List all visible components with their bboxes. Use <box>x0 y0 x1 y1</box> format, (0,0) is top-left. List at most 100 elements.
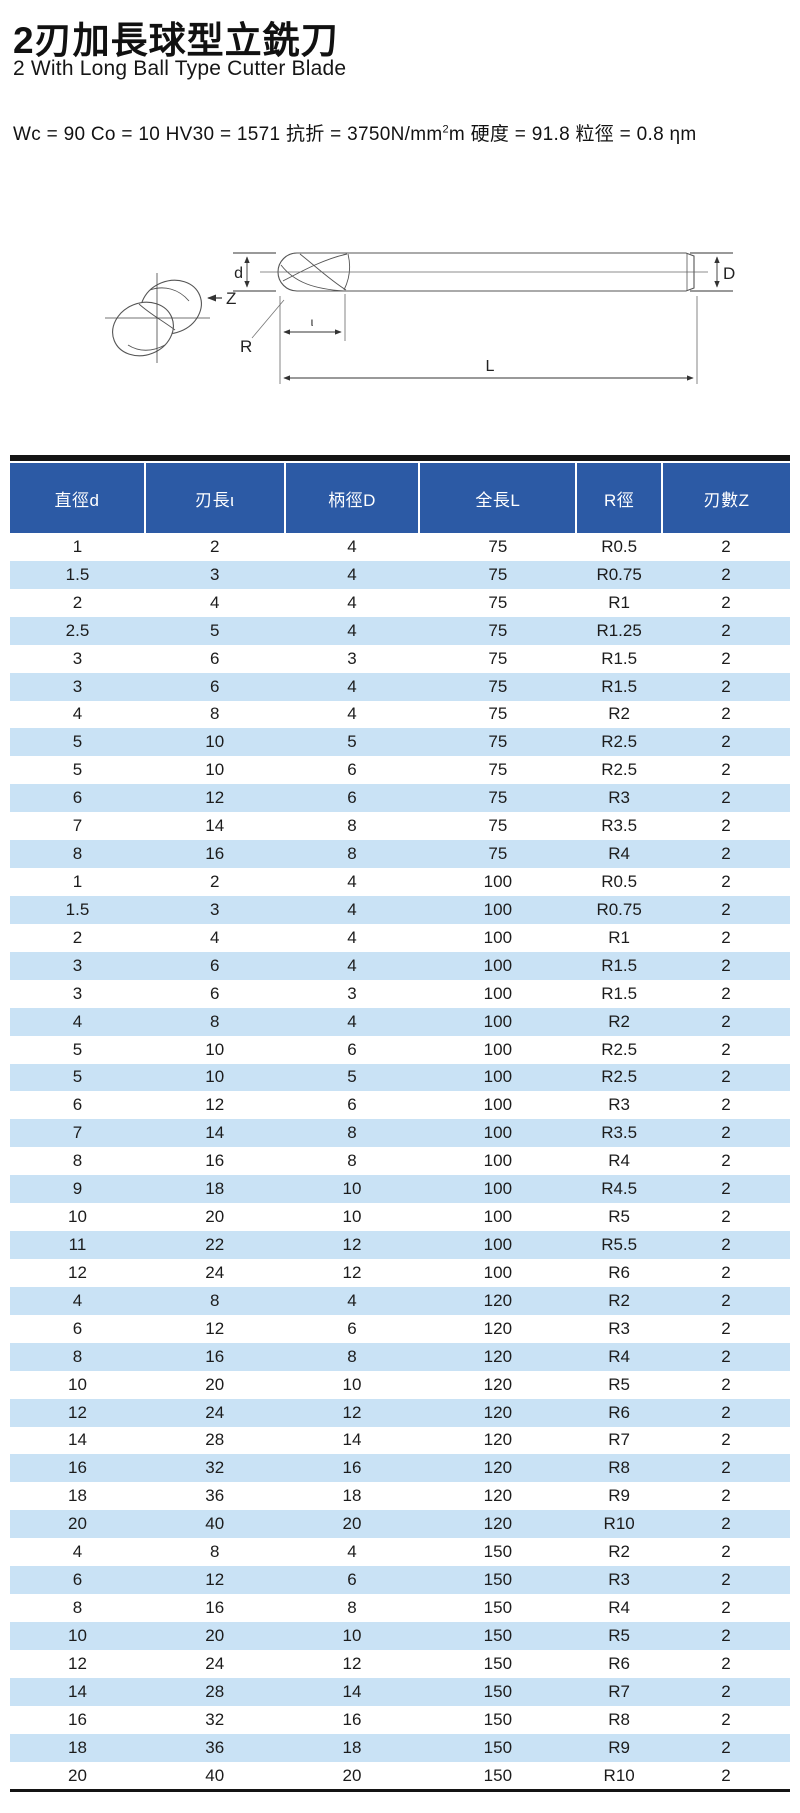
table-cell: 16 <box>205 1151 225 1171</box>
table-cell: 75 <box>488 732 508 752</box>
table-cell: R3.5 <box>601 816 638 836</box>
table-cell: 6 <box>347 1570 357 1590</box>
table-cell: 4 <box>347 1542 357 1562</box>
table-header-row: 直徑d 刃長ι 柄徑D 全長L R徑 刃數Z <box>10 463 790 533</box>
table-cell: 100 <box>483 1179 513 1199</box>
table-cell: R10 <box>603 1765 635 1785</box>
table-cell: R2.5 <box>601 732 638 752</box>
table-cell: 100 <box>483 1011 513 1031</box>
column-header: 柄徑D <box>284 463 421 533</box>
column-header: 全長L <box>419 463 578 533</box>
table-cell: 75 <box>488 648 508 668</box>
table-cell: 75 <box>488 592 508 612</box>
table-cell: 75 <box>488 704 508 724</box>
table-cell: 3 <box>210 899 220 919</box>
table-cell: 100 <box>483 1262 513 1282</box>
table-cell: 24 <box>205 1262 225 1282</box>
table-row: 1.5 3 4 75 R0.75 2 <box>10 560 790 589</box>
column-header: R徑 <box>576 463 664 533</box>
table-cell: 6 <box>210 955 220 975</box>
table-cell: R6 <box>608 1402 631 1422</box>
table-cell: 8 <box>210 1011 220 1031</box>
table-cell: R3.5 <box>601 1123 638 1143</box>
table-cell: 20 <box>68 1514 87 1534</box>
table-cell: 2 <box>210 536 220 556</box>
table-cell: 2 <box>721 732 731 752</box>
table-cell: 2 <box>721 1039 731 1059</box>
table-cell: 4 <box>210 592 220 612</box>
table-row: 10 20 10 120 R5 2 <box>10 1371 790 1399</box>
table-cell: 8 <box>72 1597 83 1617</box>
table-cell: 2 <box>721 564 731 584</box>
table-cell: 4 <box>347 955 357 975</box>
table-cell: 16 <box>205 1597 225 1617</box>
table-bottom-rule <box>10 1789 790 1793</box>
table-cell: 2 <box>721 844 731 864</box>
table-cell: 12 <box>342 1262 362 1282</box>
table-cell: 2 <box>721 788 731 808</box>
table-cell: 8 <box>347 844 357 864</box>
table-cell: 75 <box>488 564 508 584</box>
table-row: 4 8 4 120 R2 2 <box>10 1286 790 1315</box>
spec-text-part2: m 硬度 = 91.8 粒徑 = 0.8 ηm <box>448 124 697 145</box>
table-cell: 10 <box>342 1179 362 1199</box>
table-row: 18 36 18 150 R9 2 <box>10 1733 790 1762</box>
flute-count-callout: Z <box>207 289 236 308</box>
table-cell: 24 <box>205 1653 225 1673</box>
table-cell: 2 <box>721 620 731 640</box>
spec-superscript: 2 <box>442 123 449 136</box>
table-row: 8 16 8 120 R4 2 <box>10 1342 790 1371</box>
table-cell: 100 <box>483 1067 513 1087</box>
table-cell: R0.5 <box>601 872 638 892</box>
table-cell: 10 <box>342 1374 362 1394</box>
table-cell: 2.5 <box>65 620 90 640</box>
table-row: 6 12 6 75 R3 2 <box>10 784 790 813</box>
table-body: 1 2 4 75 R0.5 2 1.5 3 4 75 R0.75 2 2 4 4 75 R1 2 2.5 5 4 75 R1… <box>10 533 790 1789</box>
table-cell: 16 <box>205 1346 225 1366</box>
table-cell: R8 <box>608 1709 631 1729</box>
table-cell: 7 <box>72 1123 83 1143</box>
table-cell: 5 <box>72 1067 83 1087</box>
table-cell: 12 <box>205 1095 225 1115</box>
table-cell: 1 <box>72 536 83 556</box>
table-cell: 2 <box>721 1402 731 1422</box>
table-cell: 18 <box>342 1486 362 1506</box>
table-cell: 120 <box>483 1458 513 1478</box>
table-cell: 150 <box>483 1653 513 1673</box>
table-cell: 12 <box>342 1402 362 1422</box>
table-cell: 10 <box>68 1374 87 1394</box>
table-cell: 1 <box>72 872 83 892</box>
table-cell: 16 <box>342 1709 362 1729</box>
table-cell: 75 <box>488 676 508 696</box>
table-cell: 2 <box>721 1123 731 1143</box>
column-header: 刃數Z <box>662 463 790 533</box>
table-cell: 2 <box>721 899 731 919</box>
table-cell: 120 <box>483 1290 513 1310</box>
table-cell: R1 <box>608 927 631 947</box>
table-cell: R4 <box>608 1151 631 1171</box>
table-row: 2.5 5 4 75 R1.25 2 <box>10 616 790 645</box>
table-cell: 2 <box>72 927 83 947</box>
table-cell: 2 <box>721 1681 731 1701</box>
table-cell: 4 <box>347 927 357 947</box>
table-cell: 16 <box>68 1709 87 1729</box>
table-cell: R1.5 <box>601 983 638 1003</box>
table-cell: 75 <box>488 536 508 556</box>
table-cell: 2 <box>721 1709 731 1729</box>
table-cell: 120 <box>483 1318 513 1338</box>
table-row: 3 6 4 100 R1.5 2 <box>10 951 790 980</box>
table-cell: 12 <box>68 1653 87 1673</box>
table-cell: 8 <box>347 1151 357 1171</box>
table-cell: 100 <box>483 1123 513 1143</box>
table-cell: 16 <box>342 1458 362 1478</box>
table-cell: 75 <box>488 844 508 864</box>
table-cell: 2 <box>721 872 731 892</box>
table-cell: 120 <box>483 1514 513 1534</box>
tool-diagram: Z d D R <box>105 252 735 384</box>
table-cell: 14 <box>205 1123 225 1143</box>
table-cell: R3 <box>608 788 631 808</box>
label-d: d <box>234 265 243 282</box>
table-cell: 4 <box>347 592 357 612</box>
table-cell: 10 <box>205 760 225 780</box>
table-cell: 36 <box>205 1737 225 1757</box>
